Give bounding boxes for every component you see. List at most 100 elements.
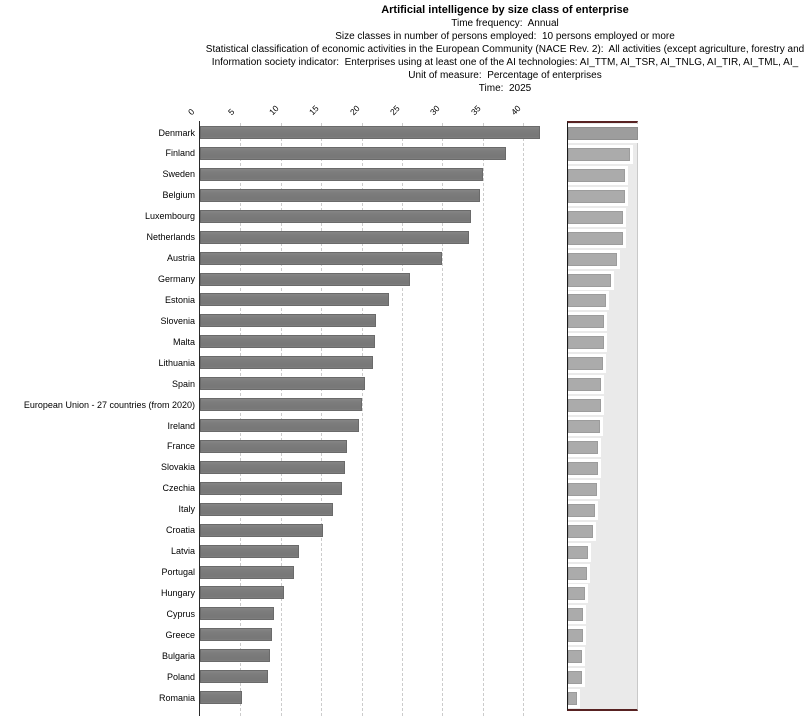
minimap-bar <box>568 127 638 140</box>
minimap-row <box>568 668 585 688</box>
gridline <box>482 123 484 716</box>
bar[interactable] <box>200 398 362 412</box>
subtitle-time: Time: 2025 <box>478 83 532 94</box>
category-label: Romania <box>158 692 195 703</box>
category-label: Croatia <box>165 525 195 536</box>
minimap-bar <box>568 399 601 413</box>
bar[interactable] <box>200 523 323 537</box>
minimap-row <box>568 396 604 416</box>
category-label: Slovenia <box>160 315 195 326</box>
axis-tick-label: 10 <box>266 103 281 117</box>
minimap-bar <box>568 294 607 308</box>
category-label: Slovakia <box>160 462 195 473</box>
category-label: Spain <box>171 378 195 389</box>
minimap-bar <box>568 378 602 392</box>
minimap-bar <box>568 545 589 559</box>
bar[interactable] <box>200 272 411 286</box>
bar[interactable] <box>200 649 270 663</box>
category-label: Netherlands <box>146 232 195 243</box>
minimap-bar <box>568 650 583 664</box>
subtitle-indicator: Information society indicator: Enterpris… <box>211 57 799 68</box>
category-label: Denmark <box>158 127 195 138</box>
minimap-row <box>568 124 638 143</box>
minimap-row <box>568 144 634 164</box>
minimap-row <box>568 375 605 395</box>
axis-tick-label: 15 <box>307 103 321 117</box>
category-label: European Union - 27 countries (from 2020… <box>23 399 195 410</box>
minimap-row <box>568 626 586 646</box>
minimap-bar <box>568 482 597 496</box>
minimap-row <box>568 417 604 437</box>
bar[interactable] <box>200 565 294 579</box>
minimap-row <box>568 165 629 185</box>
bar[interactable] <box>200 502 334 516</box>
category-label: France <box>166 441 195 452</box>
bar[interactable] <box>200 628 272 642</box>
category-label: Italy <box>178 504 195 515</box>
minimap-bar <box>568 210 623 224</box>
category-label: Czechia <box>162 483 195 494</box>
minimap-bar <box>568 357 604 371</box>
bar[interactable] <box>200 670 268 684</box>
bar[interactable] <box>200 691 242 705</box>
axis-tick-label: 0 <box>185 106 197 117</box>
bar[interactable] <box>200 209 471 223</box>
bar[interactable] <box>200 439 348 453</box>
category-label: Hungary <box>160 587 195 598</box>
category-label: Germany <box>157 274 195 284</box>
minimap-row <box>568 605 587 625</box>
gridline <box>402 123 403 716</box>
main-chart: 0 5 10 15 20 25 30 35 40 Denmark Finland Sweden Belg… <box>23 103 541 716</box>
minimap-row <box>568 291 610 311</box>
bar[interactable] <box>200 460 346 474</box>
bar[interactable] <box>200 188 480 202</box>
minimap-row <box>568 354 607 374</box>
minimap-bar <box>568 587 586 601</box>
minimap-bar <box>568 608 584 622</box>
bar[interactable] <box>200 419 360 433</box>
bar[interactable] <box>200 314 377 328</box>
subtitle-size-classes: Size classes in number of persons employ… <box>335 31 675 42</box>
bar[interactable] <box>200 146 507 160</box>
bar[interactable] <box>200 251 443 265</box>
category-label: Estonia <box>164 294 195 305</box>
category-label: Bulgaria <box>161 650 195 661</box>
minimap-bar <box>568 461 598 475</box>
minimap-row <box>568 207 626 227</box>
axis-tick-label: 30 <box>428 103 443 117</box>
gridline <box>442 123 444 716</box>
bar[interactable] <box>200 607 275 621</box>
minimap-bar <box>568 315 604 329</box>
minimap-row <box>568 186 628 206</box>
bar[interactable] <box>200 335 376 349</box>
bar[interactable] <box>200 126 541 139</box>
category-label: Portugal <box>161 567 195 578</box>
minimap-bar <box>568 189 625 203</box>
minimap-bar <box>568 252 618 266</box>
minimap-row <box>568 647 586 667</box>
minimap-row <box>568 437 601 457</box>
bar[interactable] <box>200 293 390 307</box>
bar[interactable] <box>200 356 373 370</box>
category-label: Sweden <box>162 169 195 180</box>
bar[interactable] <box>200 377 365 391</box>
axis-tick-label: 35 <box>468 103 483 117</box>
category-label: Latvia <box>170 546 195 557</box>
category-label: Finland <box>165 148 195 159</box>
minimap-bar <box>568 231 623 245</box>
minimap-row <box>568 249 621 269</box>
category-label: Lithuania <box>158 357 195 368</box>
bar[interactable] <box>200 544 300 558</box>
bar[interactable] <box>200 586 284 600</box>
minimap-row <box>568 228 626 248</box>
overview-navigator[interactable] <box>567 121 638 711</box>
minimap-row <box>568 689 580 709</box>
chart-header: Artificial intelligence by size class of… <box>0 3 808 95</box>
category-label: Austria <box>166 253 195 264</box>
minimap-bar <box>568 420 601 434</box>
bar[interactable] <box>200 481 343 495</box>
bar[interactable] <box>200 167 483 181</box>
minimap-bar <box>568 566 587 580</box>
bar[interactable] <box>200 230 470 244</box>
minimap-bar <box>568 671 582 685</box>
